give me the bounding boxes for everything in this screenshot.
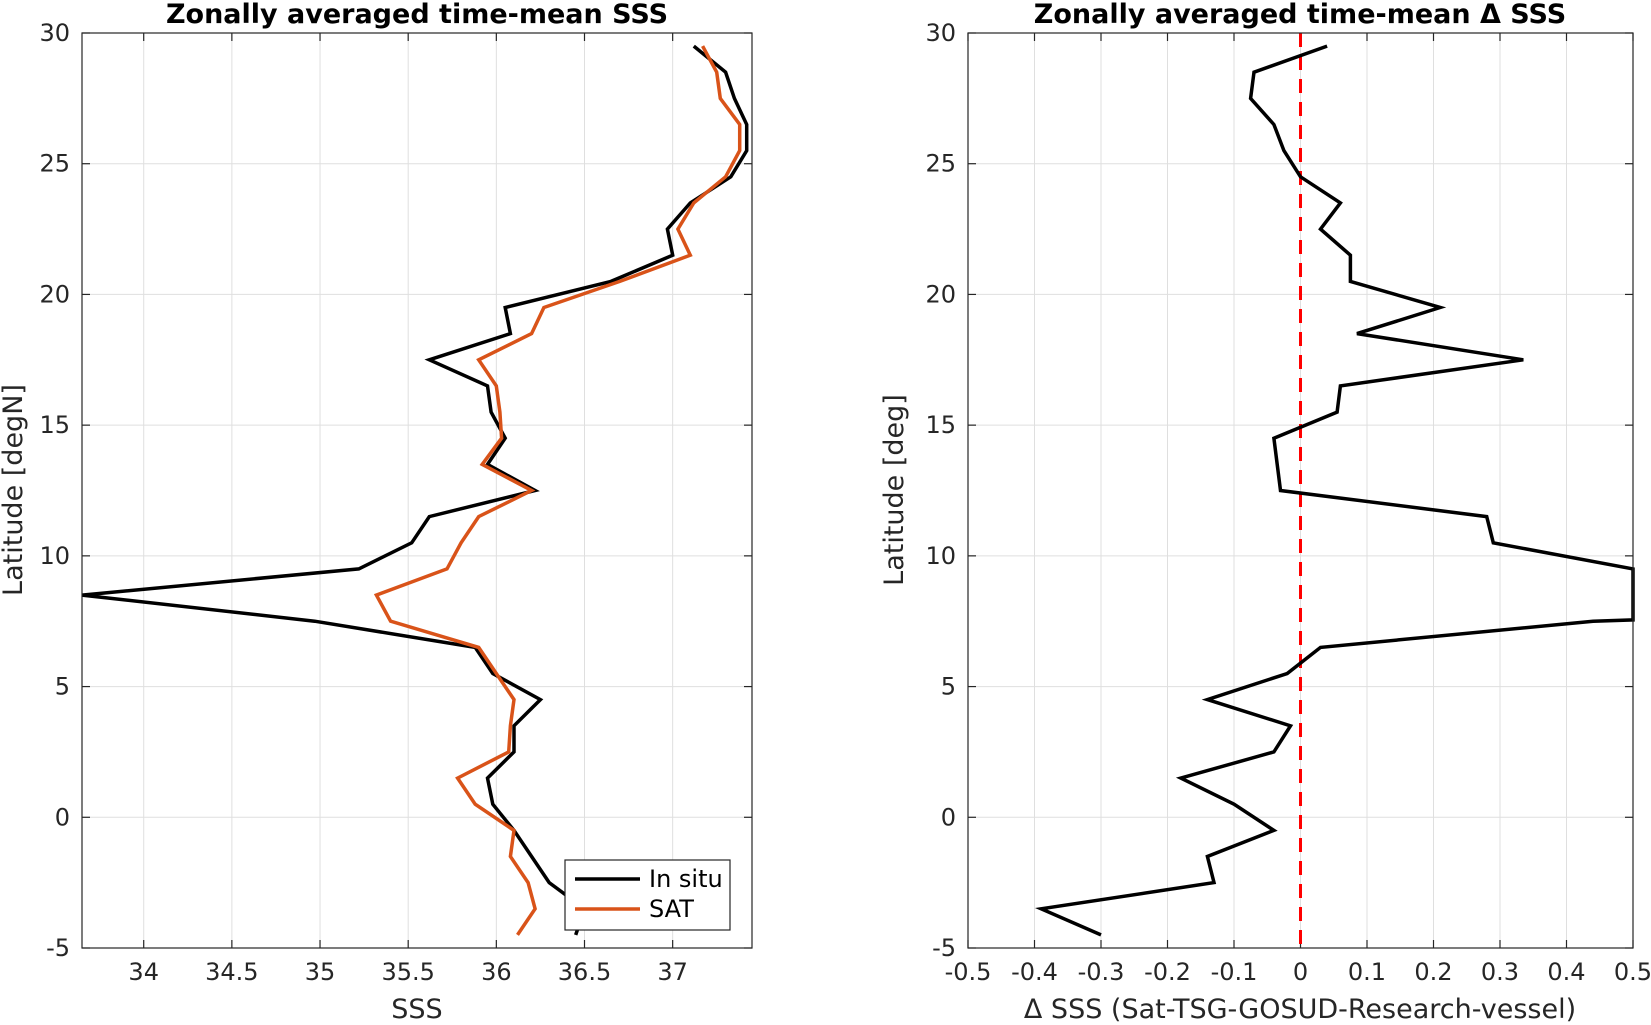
delta-sss-chart-title: Zonally averaged time-mean Δ SSS: [1034, 0, 1566, 30]
x-tick-label: -0.5: [945, 958, 992, 986]
y-tick-label: 0: [941, 803, 956, 831]
legend-label-in-situ: In situ: [649, 865, 723, 893]
x-tick-label: 35: [305, 958, 336, 986]
x-tick-label: 37: [657, 958, 688, 986]
y-tick-label: 20: [39, 280, 70, 308]
y-tick-label: 15: [925, 411, 956, 439]
y-tick-label: 5: [55, 673, 70, 701]
x-tick-label: -0.3: [1078, 958, 1125, 986]
y-tick-label: 15: [39, 411, 70, 439]
y-tick-label: 25: [39, 150, 70, 178]
sss-series: [81, 44, 749, 936]
x-tick-label: 34.5: [205, 958, 258, 986]
sss-x-axis-label: SSS: [391, 994, 442, 1025]
y-tick-label: -5: [46, 934, 70, 962]
x-tick-label: 0.5: [1614, 958, 1651, 986]
y-tick-label: -5: [932, 934, 956, 962]
delta-sss-y-axis-label: Latitude [deg]: [879, 394, 910, 586]
delta-sss-series: [1034, 33, 1635, 948]
x-tick-label: 34: [128, 958, 159, 986]
x-tick-label: 35.5: [381, 958, 434, 986]
x-tick-label: -0.2: [1144, 958, 1191, 986]
x-tick-label: -0.4: [1011, 958, 1058, 986]
sss-chart-title: Zonally averaged time-mean SSS: [166, 0, 668, 30]
x-tick-label: 0.2: [1414, 958, 1452, 986]
delta-sss-x-axis-label: Δ SSS (Sat-TSG-GOSUD-Research-vessel): [1024, 994, 1576, 1025]
x-tick-label: 0.4: [1547, 958, 1585, 986]
x-tick-label: 0: [1293, 958, 1308, 986]
x-tick-label: 0.1: [1348, 958, 1386, 986]
x-tick-label: 0.3: [1481, 958, 1519, 986]
x-tick-label: 36.5: [558, 958, 611, 986]
y-tick-label: 30: [39, 19, 70, 47]
legend-label-sat: SAT: [649, 895, 694, 923]
delta-sss-axes-box: [967, 32, 1634, 949]
y-tick-label: 10: [39, 542, 70, 570]
sss-x-tick-labels: 34 34.5 35 35.5 36 36.5 37: [128, 958, 687, 986]
delta-sss-x-tick-labels: -0.5 -0.4 -0.3 -0.2 -0.1 0 0.1 0.2 0.3 0.4 0.5: [945, 958, 1651, 986]
delta-sss-y-tick-labels: -5 0 5 10 15 20 25 30: [925, 19, 956, 962]
y-tick-label: 10: [925, 542, 956, 570]
delta-sss-panel: -0.5 -0.4 -0.3 -0.2 -0.1 0 0.1 0.2 0.3 0.4 0.5 -5 0…: [879, 0, 1651, 1025]
y-tick-label: 20: [925, 280, 956, 308]
sss-legend: In situ SAT: [564, 859, 731, 931]
sss-panel: 34 34.5 35 35.5 36 36.5 37 -5 0 5 10 15 20 25 30 Zona…: [0, 0, 753, 1025]
y-tick-label: 0: [55, 803, 70, 831]
sss-y-tick-labels: -5 0 5 10 15 20 25 30: [39, 19, 70, 962]
sss-axes-box: [81, 32, 753, 949]
y-tick-label: 30: [925, 19, 956, 47]
legend-box: [564, 859, 731, 931]
sss-y-axis-label: Latitude [degN]: [0, 384, 29, 596]
x-tick-label: 36: [481, 958, 512, 986]
series-line-delta: [1034, 44, 1635, 937]
y-tick-label: 5: [941, 673, 956, 701]
x-tick-label: -0.1: [1211, 958, 1258, 986]
y-tick-label: 25: [925, 150, 956, 178]
series-line-sat: [373, 45, 742, 936]
